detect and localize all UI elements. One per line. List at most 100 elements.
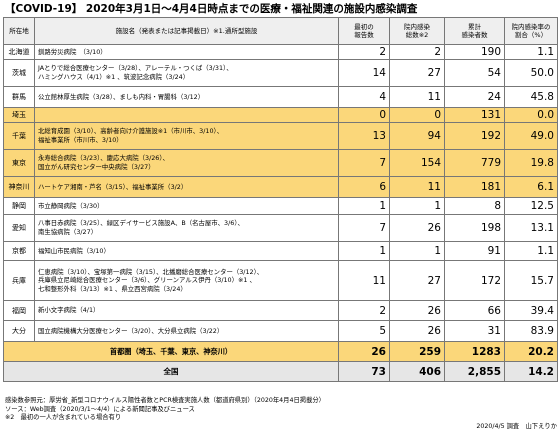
table-row: 群馬 公立館林厚生病院（3/28）、ましも内科・胃腸科（3/12） 4 11 24 45.… — [3, 86, 558, 108]
ratio-cell: 1.1 — [504, 241, 558, 261]
ratio-cell: 15.7 — [504, 260, 558, 301]
total-cell: 26 — [389, 320, 445, 342]
facility-line: 福祉事業所（市川市、3/10） — [38, 136, 123, 144]
total-cell: 2 — [389, 44, 445, 60]
table-row: 神奈川 ハートケア湘南・芦名（3/15）、福祉事業所（3/2） 6 11 181 6.1 — [3, 176, 558, 198]
footnotes: 感染数参照元：厚労省_新型コロナウイルス陽性者数とPCR検査実施人数（都道府県別… — [5, 397, 557, 423]
facility-cell: 市立静岡病院（3/30） — [34, 197, 339, 215]
subtotal-cases: 1283 — [444, 341, 505, 362]
facility-line: 国立がん研究センター中央病院（3/27） — [38, 163, 155, 171]
header-cases: 累計 感染者数 — [444, 17, 505, 45]
total-cell: 0 — [389, 107, 445, 123]
total-cases: 2,855 — [444, 361, 505, 382]
facility-cell: ハートケア湘南・芦名（3/15）、福祉事業所（3/2） — [34, 176, 339, 198]
cases-cell: 779 — [444, 149, 505, 177]
prefecture-cell: 兵庫 — [3, 260, 35, 301]
facility-cell: 公立館林厚生病院（3/28）、ましも内科・胃腸科（3/12） — [34, 86, 339, 108]
header-first-line: 最初の — [354, 23, 374, 31]
table-row: 千葉 北総育成園（3/10）、高齢者向け介護施設※1（市川市、3/10）、 福祉事業… — [3, 122, 558, 150]
facility-cell: 北総育成園（3/10）、高齢者向け介護施設※1（市川市、3/10）、 福祉事業所（… — [34, 122, 339, 150]
subtotal-total: 259 — [389, 341, 445, 362]
prefecture-cell: 京都 — [3, 241, 35, 261]
cases-cell: 8 — [444, 197, 505, 215]
facility-line: 国立病院機構大分医療センター（3/20）、大分県立病院（3/22） — [38, 326, 224, 335]
cases-cell: 181 — [444, 176, 505, 198]
facility-cell: 新小文字病院（4/1） — [34, 300, 339, 321]
facility-line: ハートケア湘南・芦名（3/15）、福祉事業所（3/2） — [38, 182, 188, 191]
first-cell: 0 — [338, 107, 390, 123]
facility-cell: JAとりで総合医療センター（3/28）、アレーテル・つくば（3/31）、 ハミング… — [34, 59, 339, 87]
table-row: 埼玉 0 0 131 0.0 — [3, 107, 558, 123]
footnote-2: ※2 最初の一人が含まれている場合有り — [5, 414, 122, 422]
prefecture-cell: 静岡 — [3, 197, 35, 215]
facility-cell: 永寿総合病院（3/23）、慶応大病院（3/26）、 国立がん研究センター中央病院（… — [34, 149, 339, 177]
credit: 2020/4/5 調査 山下えりか — [476, 423, 557, 430]
ratio-cell: 13.1 — [504, 214, 558, 242]
header-facility: 施設名（発表または記事掲載日）※1.通所型施設 — [34, 17, 339, 45]
first-cell: 1 — [338, 197, 390, 215]
table-row: 大分 国立病院機構大分医療センター（3/20）、大分県立病院（3/22） 5 26 31… — [3, 320, 558, 342]
header-cases-line: 累計 — [468, 23, 481, 31]
header-ratio: 院内感染率の 割合（%） — [504, 17, 558, 45]
ratio-cell: 49.0 — [504, 122, 558, 150]
total-cell: 1 — [389, 197, 445, 215]
first-cell: 11 — [338, 260, 390, 301]
table-row: 京都 福知山市民病院（3/10） 1 1 91 1.1 — [3, 241, 558, 261]
header-cases-line: 感染者数 — [461, 31, 488, 39]
cases-cell: 66 — [444, 300, 505, 321]
prefecture-cell: 埼玉 — [3, 107, 35, 123]
ratio-cell: 83.9 — [504, 320, 558, 342]
first-cell: 13 — [338, 122, 390, 150]
first-cell: 4 — [338, 86, 390, 108]
total-first: 73 — [338, 361, 390, 382]
facility-line: 福知山市民病院（3/10） — [38, 246, 110, 255]
total-cell: 11 — [389, 86, 445, 108]
facility-line: 新小文字病院（4/1） — [38, 306, 100, 315]
facility-line: 南生協病院（3/27） — [38, 228, 98, 236]
ratio-cell: 12.5 — [504, 197, 558, 215]
total-ratio: 14.2 — [504, 361, 558, 382]
ratio-cell: 0.0 — [504, 107, 558, 123]
table-row: 静岡 市立静岡病院（3/30） 1 1 8 12.5 — [3, 197, 558, 215]
subtotal-label: 首都圏（埼玉、千葉、東京、神奈川） — [3, 341, 339, 362]
facility-cell: 仁恵病院（3/10）、宝塚第一病院（3/15）、北播磨総合医療センター（3/12… — [34, 260, 339, 301]
cases-cell: 198 — [444, 214, 505, 242]
subtotal-row: 首都圏（埼玉、千葉、東京、神奈川） 26 259 1283 20.2 — [3, 341, 558, 362]
total-cell: 11 — [389, 176, 445, 198]
header-first: 最初の 報告数 — [338, 17, 390, 45]
facility-line: 七和整形外科（3/13）※1 、県立西宮病院（3/24） — [38, 284, 187, 293]
cases-cell: 31 — [444, 320, 505, 342]
first-cell: 1 — [338, 241, 390, 261]
table-row: 愛知 八事日赤病院（3/25）、緑区デイサービス施設A、B（名古屋市、3/6）、南… — [3, 214, 558, 242]
total-cell: 27 — [389, 59, 445, 87]
cases-cell: 24 — [444, 86, 505, 108]
total-cell: 27 — [389, 260, 445, 301]
ratio-cell: 50.0 — [504, 59, 558, 87]
facility-cell — [34, 107, 339, 123]
header-first-line: 報告数 — [354, 31, 374, 39]
facility-cell: 釧路労災病院 （3/10） — [34, 44, 339, 60]
ratio-cell: 45.8 — [504, 86, 558, 108]
header-total: 院内感染 総数※2 — [389, 17, 445, 45]
facility-line: 市立静岡病院（3/30） — [38, 201, 104, 210]
first-cell: 14 — [338, 59, 390, 87]
first-cell: 6 — [338, 176, 390, 198]
prefecture-cell: 東京 — [3, 149, 35, 177]
facility-line: 北総育成園（3/10）、高齢者向け介護施設※1（市川市、3/10）、 — [38, 127, 224, 136]
facility-line: 仁恵病院（3/10）、宝塚第一病院（3/15）、北播磨総合医療センター（3/12… — [38, 267, 264, 276]
cases-cell: 172 — [444, 260, 505, 301]
table-row: 茨城 JAとりで総合医療センター（3/28）、アレーテル・つくば（3/31）、 ハミ… — [3, 59, 558, 87]
table-row: 福岡 新小文字病院（4/1） 2 26 66 39.4 — [3, 300, 558, 321]
header-total-line: 院内感染 — [404, 23, 430, 31]
prefecture-cell: 福岡 — [3, 300, 35, 321]
ratio-cell: 6.1 — [504, 176, 558, 198]
facility-line: 永寿総合病院（3/23）、慶応大病院（3/26）、 — [38, 154, 169, 163]
total-total: 406 — [389, 361, 445, 382]
facility-line: 兵庫県立尼崎総合医療センター（3/6）、グリーンアルス伊丹（3/10）※1 、 — [38, 276, 256, 285]
prefecture-cell: 群馬 — [3, 86, 35, 108]
ratio-cell: 39.4 — [504, 300, 558, 321]
header-total-line: 総数※2 — [405, 31, 429, 39]
facility-line: ハミングハウス（4/1）※1 、筑波記念病院（3/24） — [38, 73, 190, 81]
footnote-web: ソース：Web調査（2020/3/1〜4/4）による新聞記事及びニュース — [5, 405, 195, 413]
